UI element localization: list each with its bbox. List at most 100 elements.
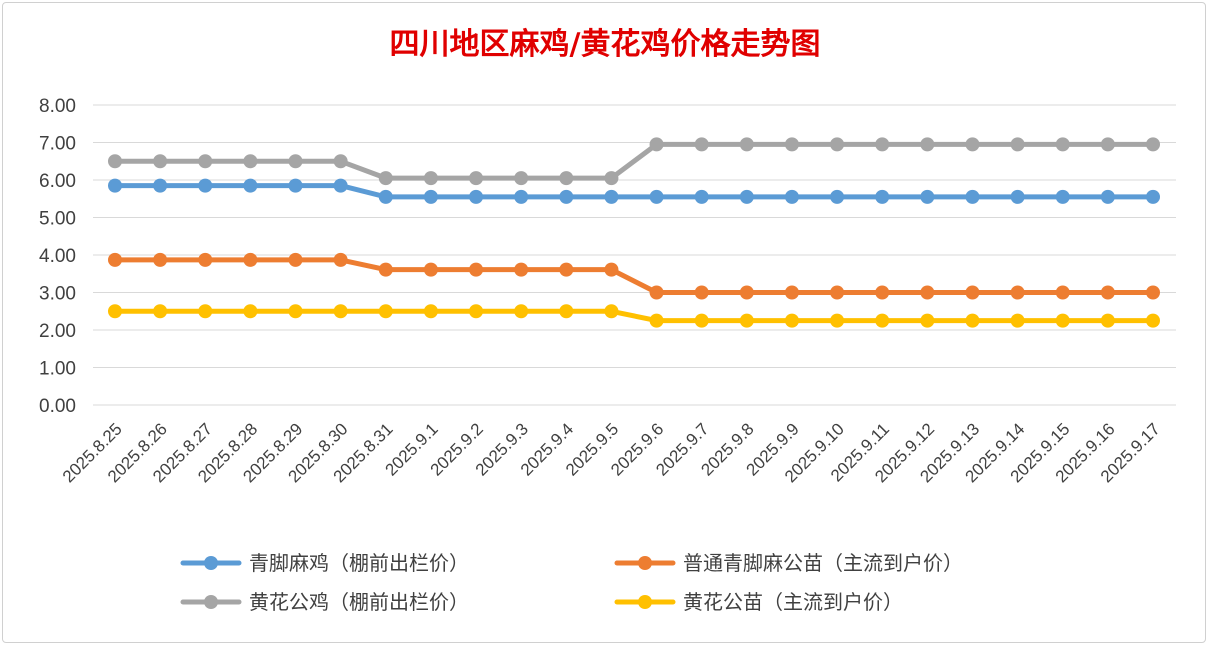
data-point [875, 137, 890, 152]
series-3 [108, 304, 1160, 328]
legend: 青脚麻鸡（棚前出栏价） 普通青脚麻公苗（主流到户价） 黄花公鸡（棚前出栏价） 黄花公苗… [180, 551, 963, 614]
legend-swatch-marker [204, 556, 218, 570]
legend-label: 黄花公苗（主流到户价） [683, 590, 903, 614]
y-tick-label: 7.00 [39, 134, 76, 155]
data-point [469, 304, 484, 319]
data-point [604, 189, 619, 204]
data-point [423, 304, 438, 319]
data-point [559, 262, 574, 277]
data-point [965, 189, 980, 204]
series-line [112, 141, 1156, 181]
data-point [739, 189, 754, 204]
data-point [1055, 137, 1070, 152]
data-point [649, 189, 664, 204]
legend-item: 黄花公苗（主流到户价） [614, 590, 903, 614]
data-point [423, 189, 438, 204]
y-tick-label: 3.00 [39, 284, 76, 305]
chart-title: 四川地区麻鸡/黄花鸡价格走势图 [390, 27, 821, 62]
data-point [288, 252, 303, 267]
y-tick-label: 6.00 [39, 171, 76, 192]
legend-label: 普通青脚麻公苗（主流到户价） [683, 551, 963, 575]
data-point [784, 137, 799, 152]
series-line [112, 183, 1156, 200]
data-point [784, 313, 799, 328]
data-point [108, 178, 122, 193]
data-point [1010, 313, 1025, 328]
data-point [1055, 313, 1070, 328]
data-point [694, 189, 709, 204]
data-point [784, 189, 799, 204]
data-point [153, 252, 168, 267]
data-point [378, 171, 393, 186]
y-tick-label: 5.00 [39, 209, 76, 230]
data-point [1100, 189, 1115, 204]
data-point [243, 304, 258, 319]
data-point [604, 304, 619, 319]
y-tick-label: 0.00 [39, 396, 76, 417]
y-tick-label: 2.00 [39, 321, 76, 342]
data-point [108, 154, 122, 169]
data-point [153, 154, 168, 169]
series-1 [108, 252, 1160, 300]
legend-swatch-marker [204, 595, 218, 609]
data-point [830, 189, 845, 204]
data-point [1055, 189, 1070, 204]
data-point [965, 137, 980, 152]
data-point [243, 178, 258, 193]
data-point [333, 252, 348, 267]
data-point [198, 304, 213, 319]
legend-item: 青脚麻鸡（棚前出栏价） [180, 551, 469, 575]
data-point [694, 137, 709, 152]
data-point [469, 171, 484, 186]
series-line [112, 257, 1156, 295]
data-point [920, 313, 935, 328]
data-point [288, 178, 303, 193]
data-point [1010, 189, 1025, 204]
data-point [423, 171, 438, 186]
data-point [153, 304, 168, 319]
series-2 [108, 137, 1160, 186]
data-point [784, 285, 799, 300]
data-point [920, 189, 935, 204]
gridlines [93, 104, 1176, 406]
data-point [830, 285, 845, 300]
data-point [198, 252, 213, 267]
data-point [378, 262, 393, 277]
data-point [469, 189, 484, 204]
data-point [965, 313, 980, 328]
data-point [965, 285, 980, 300]
data-point [469, 262, 484, 277]
data-point [333, 178, 348, 193]
data-point [1010, 285, 1025, 300]
data-point [1010, 137, 1025, 152]
data-point [1100, 313, 1115, 328]
data-point [378, 189, 393, 204]
data-point [198, 154, 213, 169]
data-point [514, 304, 529, 319]
data-point [378, 304, 393, 319]
data-point [108, 252, 122, 267]
data-point [920, 137, 935, 152]
legend-swatch-marker [638, 595, 652, 609]
data-point [739, 285, 754, 300]
data-point [875, 313, 890, 328]
series-line [112, 308, 1156, 324]
data-point [514, 262, 529, 277]
legend-label: 黄花公鸡（棚前出栏价） [249, 590, 469, 614]
data-point [288, 304, 303, 319]
y-tick-label: 1.00 [39, 359, 76, 380]
data-point [739, 137, 754, 152]
data-point [1146, 313, 1160, 328]
data-point [1100, 285, 1115, 300]
data-point [514, 171, 529, 186]
data-point [559, 189, 574, 204]
data-point [333, 304, 348, 319]
data-point [604, 171, 619, 186]
data-point [694, 285, 709, 300]
x-axis-ticks: 2025.8.252025.8.262025.8.272025.8.282025… [59, 419, 1164, 486]
data-point [243, 154, 258, 169]
data-point [830, 137, 845, 152]
data-point [288, 154, 303, 169]
data-point [649, 313, 664, 328]
data-point [875, 285, 890, 300]
